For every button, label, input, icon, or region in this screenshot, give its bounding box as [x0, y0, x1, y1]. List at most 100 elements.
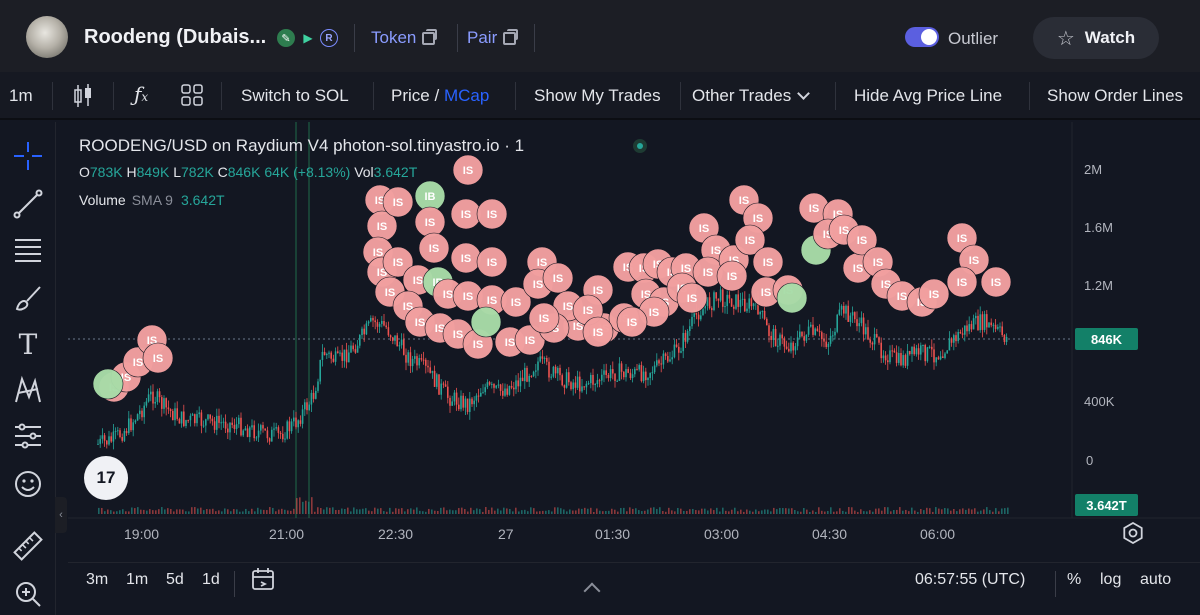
percent-scale-button[interactable]: %: [1067, 571, 1082, 588]
copy-icon[interactable]: [422, 28, 438, 45]
candle-body: [378, 323, 381, 327]
candle-body: [576, 376, 579, 388]
divider: [1055, 571, 1056, 597]
ruler-icon[interactable]: [12, 530, 44, 562]
volume-bar: [983, 509, 985, 514]
token-link[interactable]: Token: [371, 28, 438, 48]
range-1m-button[interactable]: 1m: [126, 571, 149, 588]
price-mcap-toggle[interactable]: Price / MCap: [391, 86, 489, 106]
candle-body: [381, 320, 383, 324]
trade-marker: [946, 266, 978, 298]
candle-body: [383, 320, 385, 326]
candle-body: [766, 318, 768, 326]
pair-link[interactable]: Pair: [467, 28, 519, 48]
candle-body: [640, 365, 643, 382]
volume-bar: [266, 510, 268, 514]
candle-body: [794, 346, 797, 351]
trade-marker-label: IS: [487, 209, 497, 221]
candle-body: [227, 428, 229, 433]
show-my-trades-button[interactable]: Show My Trades: [534, 86, 661, 105]
candle-body: [909, 350, 911, 355]
volume-bar: [509, 509, 511, 514]
range-3m-button[interactable]: 3m: [86, 571, 109, 588]
token-avatar[interactable]: [26, 16, 68, 58]
fib-retracement-icon[interactable]: [12, 234, 44, 266]
volume-bar: [521, 510, 523, 514]
candles-icon[interactable]: [72, 82, 94, 115]
volume-label: Volume: [79, 192, 126, 208]
price-option[interactable]: Price: [391, 86, 430, 105]
volume-bar: [944, 508, 946, 514]
trade-marker-label: IS: [461, 253, 471, 265]
candle-body: [667, 356, 669, 362]
tradingview-logo[interactable]: 17: [84, 456, 128, 500]
candle-body: [543, 358, 546, 360]
candle-body: [955, 335, 957, 342]
raydium-icon[interactable]: R: [320, 29, 338, 47]
chevron-up-icon[interactable]: [583, 582, 601, 600]
candle-body: [981, 314, 984, 330]
token-name[interactable]: Roodeng (Dubais...: [84, 26, 267, 48]
candle-body: [502, 390, 504, 396]
forecast-icon[interactable]: [12, 420, 44, 452]
volume-bar: [434, 510, 436, 514]
collapse-sidebar-button[interactable]: ‹: [55, 497, 67, 533]
volume-bar: [938, 508, 940, 514]
go-to-date-icon[interactable]: [251, 567, 277, 598]
volume-bar: [857, 511, 859, 514]
auto-scale-button[interactable]: auto: [1140, 571, 1172, 588]
volume-bar: [365, 508, 367, 514]
range-5d-button[interactable]: 5d: [166, 571, 184, 588]
crosshair-icon[interactable]: [12, 140, 44, 172]
candle-body: [838, 309, 841, 315]
volume-bar: [230, 511, 232, 514]
volume-bar: [446, 510, 448, 514]
trend-line-icon[interactable]: [12, 188, 44, 220]
volume-bar: [665, 511, 667, 514]
indicators-icon[interactable]: ƒx: [134, 82, 149, 106]
price-chart[interactable]: ISISISISISISISISIBISISISISISISISISIBISIS…: [68, 122, 1200, 562]
zoom-in-icon[interactable]: [12, 578, 44, 610]
trade-marker-label: IS: [429, 243, 439, 255]
candle-body: [999, 326, 1001, 328]
range-1d-button[interactable]: 1d: [202, 571, 220, 588]
hide-avg-price-button[interactable]: Hide Avg Price Line: [854, 86, 1003, 105]
utc-clock[interactable]: 06:57:55 (UTC): [915, 571, 1026, 588]
emoji-icon[interactable]: [12, 468, 44, 500]
candle-body: [788, 348, 790, 352]
candle-body: [902, 355, 904, 366]
chart-settings-gear-icon[interactable]: [1122, 522, 1144, 544]
interval-button[interactable]: 1m: [9, 86, 33, 105]
text-tool-icon[interactable]: T: [18, 327, 38, 361]
volume-bar: [437, 510, 439, 514]
chart-canvas[interactable]: ISISISISISISISISIBISISISISISISISISIBISIS…: [68, 122, 1200, 562]
candle-body: [816, 328, 819, 332]
pattern-icon[interactable]: [12, 374, 44, 406]
volume-bar: [800, 511, 802, 514]
candle-body: [904, 355, 907, 366]
candle-body: [235, 424, 238, 429]
volume-bar: [758, 511, 760, 514]
candle-body: [220, 422, 222, 424]
candle-body: [939, 356, 942, 360]
mcap-option[interactable]: MCap: [443, 86, 490, 105]
volume-bar: [458, 508, 460, 514]
volume-bar: [635, 508, 637, 514]
watch-button[interactable]: ☆ Watch: [1033, 17, 1159, 59]
brush-icon[interactable]: [12, 282, 44, 314]
layouts-icon[interactable]: [181, 84, 203, 111]
show-order-lines-button[interactable]: Show Order Lines: [1047, 86, 1184, 105]
other-trades-dropdown[interactable]: Other Trades: [692, 86, 811, 106]
copy-icon[interactable]: [503, 28, 519, 45]
drawing-toolbar: T: [0, 122, 56, 615]
outlier-toggle[interactable]: [905, 27, 939, 47]
volume-bar: [797, 511, 799, 514]
log-scale-button[interactable]: log: [1100, 571, 1122, 588]
switch-to-sol-button[interactable]: Switch to SOL: [241, 86, 349, 105]
candle-body: [436, 374, 438, 387]
candle-body: [722, 289, 724, 307]
candle-body: [513, 387, 515, 390]
candle-body: [598, 380, 601, 382]
candle-body: [345, 349, 348, 363]
candle-body: [141, 410, 143, 418]
